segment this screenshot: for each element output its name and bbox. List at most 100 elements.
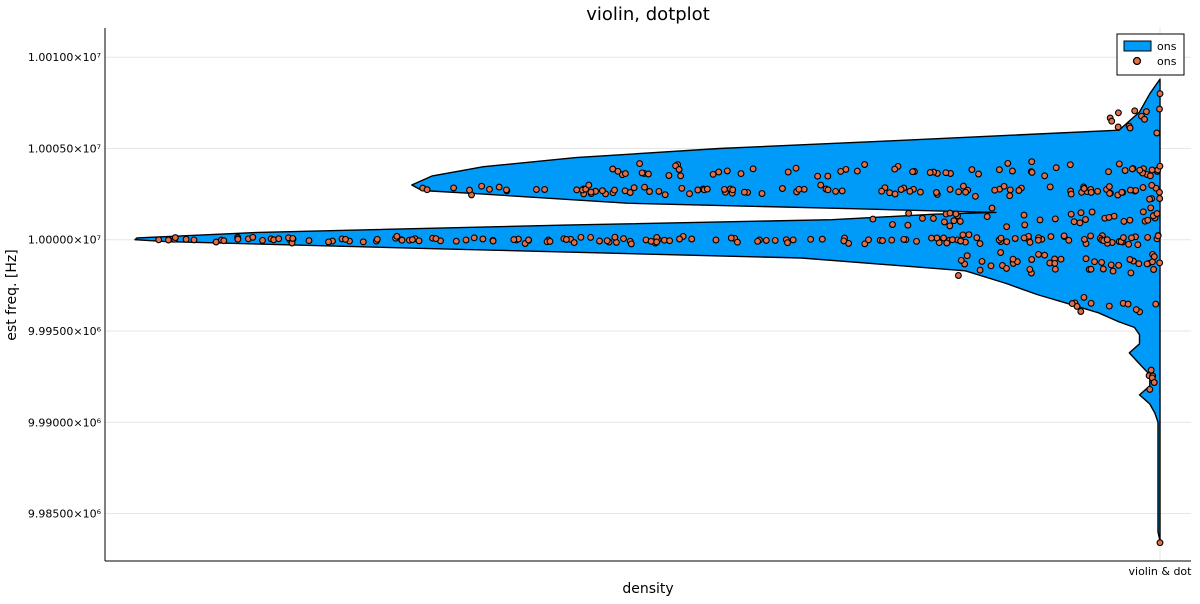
data-point <box>792 164 800 172</box>
data-point <box>740 188 748 196</box>
data-point <box>636 160 644 168</box>
data-point <box>968 166 976 174</box>
data-point <box>1150 266 1158 273</box>
data-point <box>1153 129 1161 137</box>
data-point <box>1109 267 1117 275</box>
data-point <box>771 236 779 244</box>
data-point <box>653 238 661 246</box>
data-point <box>675 166 683 173</box>
data-point <box>727 234 735 242</box>
data-point <box>957 256 965 264</box>
data-point <box>703 185 711 193</box>
data-point <box>305 237 313 245</box>
data-point <box>638 169 646 177</box>
legend-label: ons <box>1157 55 1177 68</box>
data-point <box>897 186 905 193</box>
data-point <box>598 187 606 195</box>
data-point <box>950 217 958 225</box>
data-point <box>1105 183 1113 191</box>
data-point <box>889 221 896 228</box>
data-point <box>955 188 963 196</box>
data-point <box>1156 259 1164 267</box>
data-point <box>373 235 381 243</box>
data-point <box>408 236 416 244</box>
data-point <box>275 235 283 243</box>
data-point <box>1087 299 1095 307</box>
data-point <box>249 233 257 241</box>
data-point <box>1125 240 1133 248</box>
data-point <box>869 215 877 223</box>
data-point <box>1135 260 1143 268</box>
data-point <box>479 235 487 243</box>
data-point <box>1006 186 1014 194</box>
data-point <box>1128 165 1136 173</box>
data-point <box>1026 238 1034 246</box>
data-point <box>987 262 995 270</box>
data-point <box>965 231 973 239</box>
data-point <box>906 187 914 195</box>
data-point <box>1156 105 1163 113</box>
data-point <box>1047 233 1055 241</box>
data-point <box>879 237 886 245</box>
data-point <box>525 236 532 244</box>
data-point <box>626 189 634 196</box>
data-point <box>1003 264 1010 272</box>
data-point <box>325 238 332 246</box>
data-point <box>1126 256 1134 263</box>
data-point <box>954 272 962 279</box>
data-point <box>1087 232 1095 240</box>
data-point <box>621 170 629 178</box>
data-point <box>709 170 717 178</box>
x-tick-label: violin & dot <box>1129 565 1193 578</box>
data-point <box>1143 260 1151 268</box>
data-point <box>1146 195 1154 203</box>
data-point <box>289 234 297 242</box>
data-point <box>1136 166 1144 174</box>
data-point <box>587 233 595 241</box>
data-point <box>1141 115 1148 123</box>
data-point <box>838 187 846 195</box>
data-point <box>585 181 593 189</box>
data-point <box>1020 234 1028 242</box>
data-point <box>646 188 653 195</box>
data-point <box>1034 236 1042 244</box>
data-point <box>1051 265 1059 273</box>
data-point <box>452 237 460 245</box>
data-point <box>720 185 728 193</box>
data-point <box>837 167 845 175</box>
y-axis-label: est freq. [Hz] <box>4 249 20 340</box>
data-point <box>1003 238 1011 246</box>
data-point <box>587 188 595 196</box>
data-point <box>259 236 266 244</box>
data-point <box>1082 216 1089 223</box>
data-point <box>1115 261 1123 269</box>
grid-lines <box>105 28 1191 561</box>
data-point <box>398 236 406 244</box>
data-point <box>1082 255 1090 263</box>
data-point <box>1126 216 1134 224</box>
data-point <box>502 186 510 194</box>
data-point <box>1156 162 1164 170</box>
data-point <box>952 210 960 218</box>
data-point <box>1152 300 1160 308</box>
data-point <box>754 237 762 245</box>
data-point <box>1126 186 1134 194</box>
data-point <box>1146 385 1154 393</box>
data-point <box>789 236 797 244</box>
data-point <box>1057 255 1065 263</box>
data-point <box>155 236 163 244</box>
data-point <box>824 172 832 180</box>
data-point <box>1103 236 1111 244</box>
data-point <box>489 237 497 245</box>
data-point <box>758 190 766 197</box>
data-point <box>478 182 486 190</box>
data-point <box>1070 218 1078 226</box>
x-axis-label: density <box>622 581 673 597</box>
data-point <box>570 239 578 247</box>
data-point <box>486 185 493 193</box>
data-point <box>1067 210 1075 218</box>
data-point <box>1004 159 1012 167</box>
data-point <box>1000 182 1008 190</box>
data-point <box>182 235 190 243</box>
data-point <box>956 217 964 225</box>
